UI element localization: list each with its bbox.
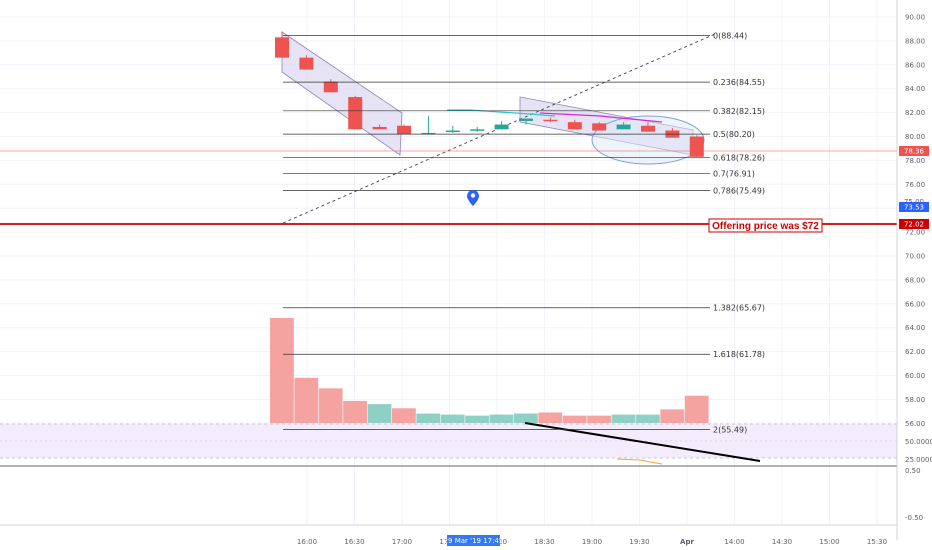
volume-bar[interactable]	[587, 415, 611, 423]
volume-bar[interactable]	[392, 408, 416, 423]
candle[interactable]	[689, 136, 704, 157]
fib-label: 0.382(82.15)	[713, 107, 765, 116]
fib-levels: 0(88.44) 0.236(84.55) 0.382(82.15) 0.5(80.2…	[283, 32, 765, 434]
price-tick-label: 86.00	[905, 61, 925, 69]
time-tick-label: Apr	[680, 538, 694, 546]
time-tick-label: 15:00	[819, 538, 839, 546]
price-tick-label: 60.00	[905, 372, 925, 380]
price-tag-current: 78.36	[899, 146, 929, 156]
candle[interactable]	[567, 122, 582, 130]
volume-bar[interactable]	[416, 413, 441, 423]
price-tick-label: 90.00	[905, 14, 925, 22]
location-marker-icon	[467, 190, 479, 206]
candle[interactable]	[494, 124, 509, 130]
candle[interactable]	[445, 130, 460, 133]
price-tick-label: 88.00	[905, 37, 925, 45]
price-tag-marker-text: 73.53	[904, 204, 924, 212]
price-tick-label: 70.00	[905, 253, 925, 261]
volume-bar[interactable]	[562, 415, 587, 423]
time-tick-label: 14:00	[724, 538, 744, 546]
candle[interactable]	[543, 119, 558, 122]
crosshair-time-label: 29 Mar '19 17:45	[444, 535, 504, 546]
teal-average-line	[447, 109, 556, 117]
fib-label: 0.618(78.26)	[713, 153, 765, 162]
candle[interactable]	[372, 126, 387, 130]
price-tick-label: 72.00	[905, 229, 925, 237]
price-tick-label: 56.00	[905, 420, 925, 428]
price-tick-label: 58.00	[905, 396, 925, 404]
volume-bar[interactable]	[514, 413, 538, 423]
volume-bar[interactable]	[465, 415, 489, 423]
price-tag-offering: 72.02	[899, 219, 929, 229]
rsi-tick-label: 25.0000	[905, 456, 932, 464]
candle[interactable]	[323, 81, 338, 93]
volume-bar[interactable]	[294, 377, 319, 423]
crosshair-time-text: 29 Mar '19 17:45	[444, 537, 504, 545]
price-tick-label: 80.00	[905, 133, 925, 141]
price-tag-marker: 73.53	[899, 202, 929, 212]
fib-label: 1.618(61.78)	[713, 350, 765, 359]
time-tick-label: 19:00	[582, 538, 602, 546]
fib-label: 0.236(84.55)	[713, 78, 765, 87]
lower-tick-label: -0.50	[905, 514, 923, 522]
fib-label: 0.7(76.91)	[713, 169, 755, 178]
time-tick-label: 18:30	[534, 538, 554, 546]
time-tick-label: 17:00	[392, 538, 412, 546]
candle[interactable]	[397, 125, 411, 135]
time-tick-label: 19:30	[629, 538, 649, 546]
fib-label: 1.382(65.67)	[713, 304, 765, 313]
candle[interactable]	[299, 57, 314, 70]
price-tick-label: 62.00	[905, 348, 925, 356]
price-tick-label: 66.00	[905, 300, 925, 308]
annotation-text: Offering price was $72	[712, 221, 819, 232]
volume-bars	[270, 318, 709, 423]
price-tick-label: 78.00	[905, 157, 925, 165]
volume-bar[interactable]	[489, 414, 514, 423]
volume-bar[interactable]	[343, 400, 367, 423]
candle[interactable]	[348, 97, 363, 130]
volume-bar[interactable]	[611, 414, 636, 423]
fib-label: 0.786(75.49)	[713, 186, 765, 195]
time-tick-label: 15:30	[867, 538, 887, 546]
volume-bar[interactable]	[660, 409, 685, 423]
volume-bar[interactable]	[318, 388, 343, 423]
price-tick-label: 76.00	[905, 181, 925, 189]
price-tick-label: 82.00	[905, 109, 925, 117]
rsi-axis: 50.0000 25.0000 0.50 -0.50	[905, 438, 932, 522]
candle[interactable]	[275, 37, 289, 58]
fib-label: 0.5(80.20)	[713, 130, 755, 139]
rsi-line	[616, 458, 663, 465]
time-tick-label: 14:30	[772, 538, 792, 546]
price-tick-label: 64.00	[905, 324, 925, 332]
volume-bar[interactable]	[538, 412, 563, 424]
candle[interactable]	[616, 124, 631, 130]
lower-tick-label: 0.50	[905, 467, 921, 475]
candle[interactable]	[519, 118, 533, 121]
volume-bar[interactable]	[684, 395, 709, 423]
fib-label: 0(88.44)	[713, 32, 747, 41]
candle[interactable]	[592, 123, 607, 131]
magenta-line	[539, 112, 663, 123]
time-tick-label: 16:00	[297, 538, 317, 546]
volume-bar[interactable]	[636, 414, 660, 423]
fib-label: 2(55.49)	[713, 425, 747, 434]
rsi-tick-label: 50.0000	[905, 438, 932, 446]
rsi-panel	[0, 423, 897, 465]
annotation-box[interactable]: Offering price was $72	[708, 218, 823, 233]
candle[interactable]	[641, 125, 655, 132]
volume-bar[interactable]	[367, 404, 392, 423]
candle[interactable]	[470, 129, 485, 131]
volume-bar[interactable]	[440, 414, 465, 423]
time-tick-label: 16:30	[344, 538, 364, 546]
price-tag-offering-text: 72.02	[904, 221, 924, 229]
price-tick-label: 84.00	[905, 85, 925, 93]
volume-bar[interactable]	[270, 318, 294, 423]
price-tag-current-text: 78.36	[904, 148, 925, 156]
price-tick-label: 68.00	[905, 276, 925, 284]
candle[interactable]	[421, 132, 436, 135]
